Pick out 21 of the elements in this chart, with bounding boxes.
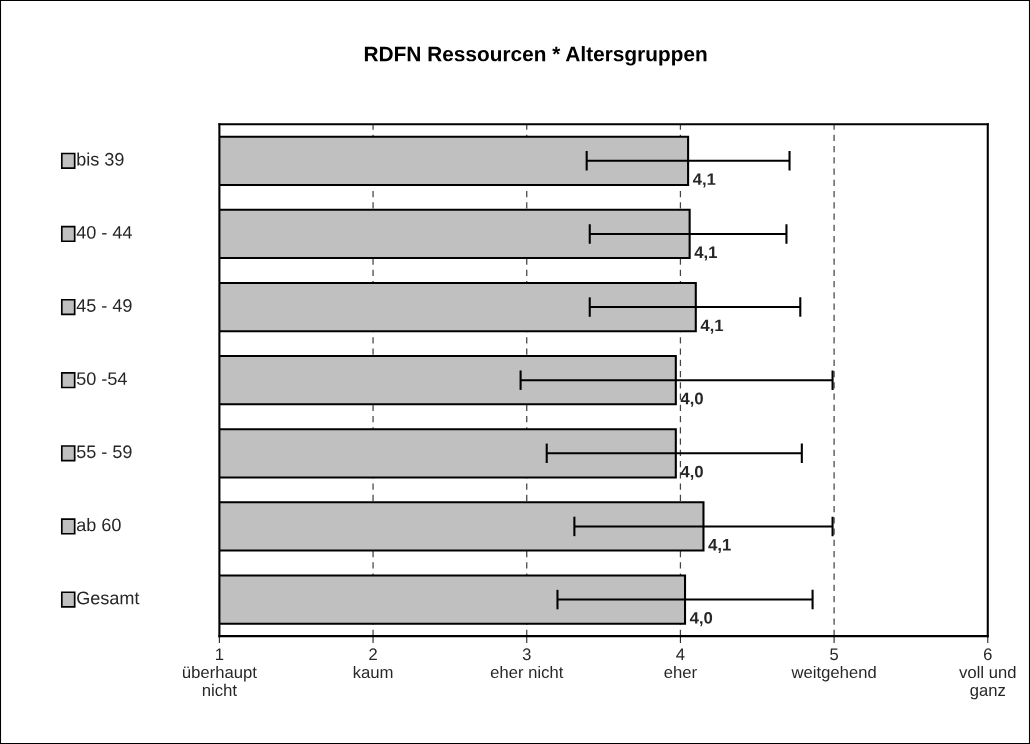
y-tick-label: 50 -54 <box>76 372 127 386</box>
y-tick-label: 45 - 49 <box>76 299 132 312</box>
data-label: 4,0 <box>689 611 713 627</box>
x-tick-label: 4 eher <box>664 648 697 679</box>
chart-title: RDFN Ressourcen * Altersgruppen <box>364 46 707 66</box>
data-label: 4,1 <box>692 173 716 188</box>
x-tick-label: 1 überhaupt nicht <box>182 648 257 697</box>
x-tick-label: 5 weitgehend <box>791 648 876 682</box>
x-tick-label: 6 voll und ganz <box>959 648 1016 700</box>
y-tick-label: 55 - 59 <box>76 445 132 459</box>
y-tick-label: bis 39 <box>77 152 124 166</box>
data-label: 4,0 <box>680 392 703 407</box>
data-label: 4,1 <box>708 539 731 554</box>
x-tick-label: 2 kaum <box>353 648 393 679</box>
y-tick-label: ab 60 <box>76 518 121 532</box>
data-label: 4,1 <box>700 319 724 334</box>
x-tick-label: 3 eher nicht <box>490 648 564 679</box>
y-tick-label: 40 - 44 <box>76 226 132 239</box>
y-tick-label: Gesamt <box>77 591 140 605</box>
data-label: 4,1 <box>694 246 717 261</box>
data-label: 4,0 <box>680 465 703 480</box>
